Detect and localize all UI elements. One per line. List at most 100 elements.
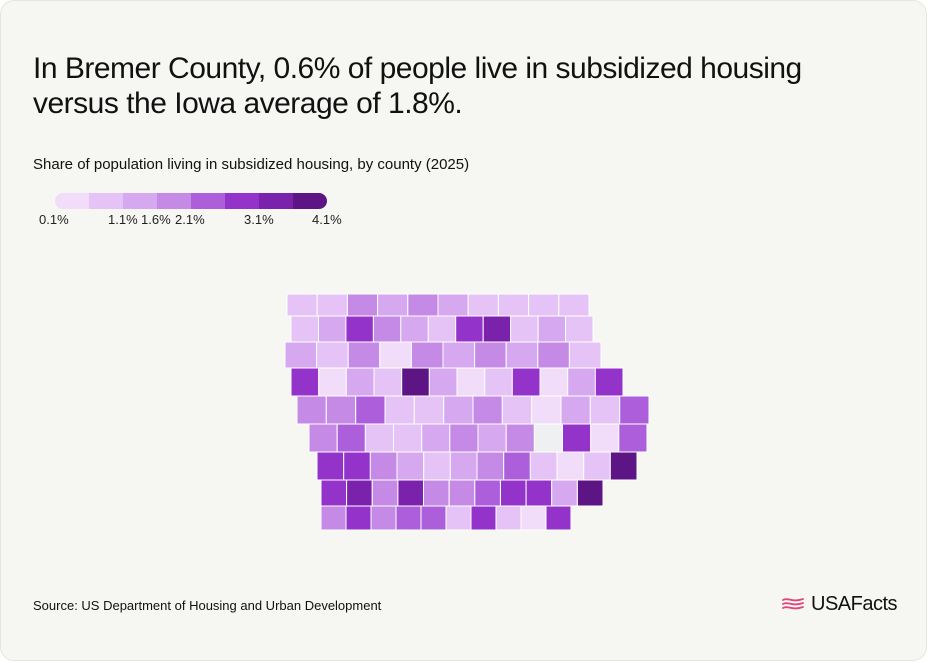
county-shape[interactable] (583, 451, 611, 481)
county-shape[interactable] (455, 315, 484, 343)
county-shape[interactable] (413, 395, 445, 425)
county-shape[interactable] (590, 423, 620, 453)
county-shape[interactable] (545, 505, 572, 531)
county-shape[interactable] (500, 479, 527, 507)
county-shape[interactable] (346, 293, 379, 317)
county-shape[interactable] (423, 479, 450, 507)
county-shape[interactable] (511, 367, 541, 397)
county-shape[interactable] (437, 293, 469, 317)
county-shape[interactable] (410, 341, 444, 369)
county-shape[interactable] (400, 315, 429, 343)
county-shape[interactable] (377, 293, 409, 317)
county-shape[interactable] (531, 395, 562, 425)
county-shape[interactable] (396, 451, 425, 481)
county-shape[interactable] (529, 451, 558, 481)
county-shape[interactable] (401, 367, 430, 397)
county-shape[interactable] (501, 395, 533, 425)
county-shape[interactable] (345, 505, 372, 531)
county-shape[interactable] (533, 423, 563, 453)
county-shape[interactable] (427, 315, 457, 343)
county-shape[interactable] (421, 423, 451, 453)
county-shape[interactable] (318, 367, 347, 397)
county-shape[interactable] (443, 395, 474, 425)
county-shape[interactable] (379, 341, 412, 369)
county-shape[interactable] (484, 367, 513, 397)
county-shape[interactable] (290, 367, 320, 397)
county-shape[interactable] (347, 341, 381, 369)
county-shape[interactable] (423, 451, 451, 481)
county-shape[interactable] (589, 395, 621, 425)
county-shape[interactable] (395, 505, 422, 531)
county-shape[interactable] (558, 293, 590, 317)
county-shape[interactable] (308, 423, 338, 453)
county-shape[interactable] (618, 423, 648, 453)
county-shape[interactable] (384, 395, 415, 425)
county-shape[interactable] (619, 395, 650, 425)
county-shape[interactable] (355, 395, 386, 425)
county-shape[interactable] (472, 395, 503, 425)
county-shape[interactable] (320, 505, 347, 531)
county-shape[interactable] (449, 451, 478, 481)
county-shape[interactable] (316, 341, 349, 369)
county-shape[interactable] (371, 479, 399, 507)
county-shape[interactable] (551, 479, 578, 507)
county-shape[interactable] (456, 367, 486, 397)
county-shape[interactable] (565, 315, 594, 343)
county-shape[interactable] (296, 395, 327, 425)
county-shape[interactable] (537, 315, 567, 343)
county-shape[interactable] (497, 293, 530, 317)
county-shape[interactable] (476, 451, 505, 481)
county-shape[interactable] (609, 451, 638, 481)
county-shape[interactable] (567, 367, 596, 397)
county-shape[interactable] (505, 341, 539, 369)
county-shape[interactable] (420, 505, 447, 531)
county-shape[interactable] (525, 479, 553, 507)
county-shape[interactable] (520, 505, 547, 531)
county-shape[interactable] (474, 479, 501, 507)
county-shape[interactable] (449, 423, 479, 453)
county-shape[interactable] (320, 479, 348, 507)
county-shape[interactable] (495, 505, 522, 531)
county-shape[interactable] (345, 315, 374, 343)
county-shape[interactable] (482, 315, 512, 343)
county-shape[interactable] (539, 367, 569, 397)
county-shape[interactable] (369, 451, 398, 481)
county-shape[interactable] (346, 479, 373, 507)
county-shape[interactable] (594, 367, 624, 397)
county-shape[interactable] (467, 293, 499, 317)
county-shape[interactable] (284, 341, 318, 369)
county-shape[interactable] (372, 315, 402, 343)
county-shape[interactable] (470, 505, 497, 531)
county-shape[interactable] (286, 293, 318, 317)
county-shape[interactable] (393, 423, 423, 453)
county-shape[interactable] (290, 315, 319, 343)
county-shape[interactable] (345, 367, 375, 397)
county-shape[interactable] (318, 315, 347, 343)
county-shape[interactable] (556, 451, 585, 481)
county-shape[interactable] (397, 479, 425, 507)
county-shape[interactable] (407, 293, 439, 317)
county-shape[interactable] (316, 293, 348, 317)
county-shape[interactable] (442, 341, 476, 369)
county-shape[interactable] (503, 451, 531, 481)
county-shape[interactable] (477, 423, 507, 453)
county-shape[interactable] (448, 479, 476, 507)
county-shape[interactable] (445, 505, 472, 531)
county-shape[interactable] (364, 423, 395, 453)
county-shape[interactable] (505, 423, 535, 453)
county-shape[interactable] (562, 423, 592, 453)
county-shape[interactable] (343, 451, 371, 481)
county-shape[interactable] (568, 341, 602, 369)
county-shape[interactable] (316, 451, 345, 481)
county-shape[interactable] (560, 395, 591, 425)
county-shape[interactable] (510, 315, 539, 343)
county-shape[interactable] (537, 341, 570, 369)
county-shape[interactable] (370, 505, 397, 531)
county-shape[interactable] (336, 423, 366, 453)
county-shape[interactable] (325, 395, 357, 425)
county-shape[interactable] (528, 293, 560, 317)
county-shape[interactable] (474, 341, 507, 369)
county-shape[interactable] (428, 367, 458, 397)
county-shape[interactable] (373, 367, 403, 397)
county-shape[interactable] (576, 479, 604, 507)
